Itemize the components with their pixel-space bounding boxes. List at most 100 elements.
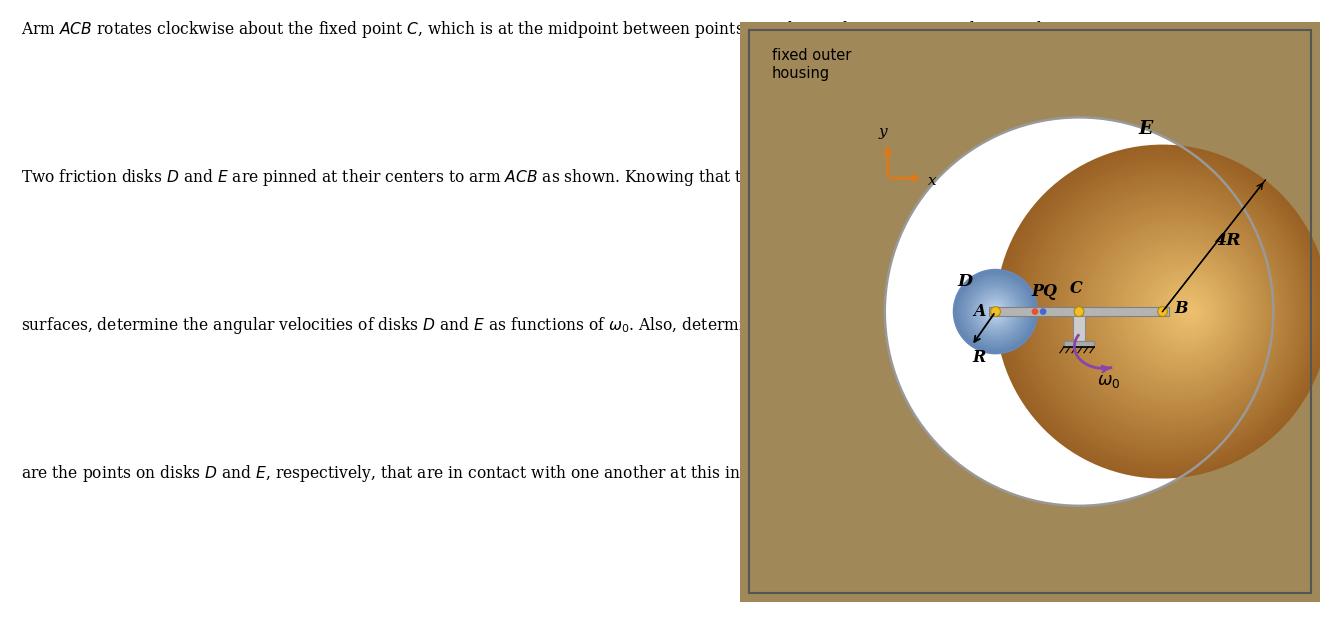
Circle shape: [1025, 170, 1309, 453]
Circle shape: [990, 307, 1001, 317]
Circle shape: [1182, 303, 1200, 320]
Circle shape: [992, 308, 998, 315]
Circle shape: [992, 307, 1000, 316]
Circle shape: [1040, 308, 1046, 315]
Circle shape: [989, 305, 1002, 318]
Circle shape: [1168, 291, 1210, 333]
Circle shape: [1185, 305, 1198, 318]
Circle shape: [1130, 259, 1236, 364]
Circle shape: [1156, 280, 1218, 343]
Circle shape: [1170, 293, 1208, 330]
Circle shape: [996, 144, 1329, 479]
Circle shape: [1057, 197, 1286, 426]
Circle shape: [982, 298, 1009, 325]
Circle shape: [1106, 239, 1253, 384]
Circle shape: [1028, 172, 1308, 452]
Circle shape: [1084, 220, 1268, 404]
Circle shape: [990, 307, 1001, 317]
Text: P: P: [1032, 283, 1044, 300]
Circle shape: [1040, 182, 1298, 441]
Circle shape: [968, 284, 1022, 339]
Circle shape: [1101, 234, 1256, 389]
Circle shape: [1001, 149, 1326, 474]
Circle shape: [976, 292, 1016, 331]
Circle shape: [966, 283, 1025, 341]
Circle shape: [1013, 159, 1317, 464]
Bar: [989, 307, 1169, 317]
Circle shape: [1066, 205, 1280, 418]
Circle shape: [1072, 209, 1277, 414]
Circle shape: [1114, 245, 1248, 378]
Text: Q: Q: [1042, 283, 1056, 300]
Circle shape: [969, 286, 1021, 337]
Circle shape: [981, 297, 1010, 326]
Circle shape: [1045, 186, 1296, 437]
Circle shape: [1190, 310, 1194, 313]
Circle shape: [1002, 151, 1325, 473]
Circle shape: [1005, 153, 1322, 470]
Circle shape: [1020, 165, 1313, 458]
Circle shape: [984, 300, 1006, 323]
Circle shape: [994, 310, 997, 313]
Circle shape: [993, 310, 997, 313]
Text: 4R: 4R: [1214, 233, 1241, 249]
Text: surfaces, determine the angular velocities of disks $D$ and $E$ as functions of : surfaces, determine the angular velociti…: [20, 315, 1100, 336]
Circle shape: [985, 301, 1006, 322]
Circle shape: [982, 299, 1008, 324]
Text: $\omega_0$: $\omega_0$: [1097, 373, 1121, 390]
Circle shape: [1017, 164, 1314, 460]
Circle shape: [1146, 272, 1225, 351]
Circle shape: [1049, 191, 1292, 433]
Circle shape: [958, 275, 1032, 348]
Text: C: C: [1070, 280, 1082, 297]
Circle shape: [977, 293, 1014, 330]
Circle shape: [988, 304, 1002, 319]
Circle shape: [961, 277, 1030, 346]
Circle shape: [1165, 289, 1212, 334]
Circle shape: [972, 288, 1020, 336]
Text: R: R: [972, 349, 985, 366]
Circle shape: [1008, 155, 1321, 468]
Circle shape: [1010, 157, 1320, 466]
Circle shape: [1109, 241, 1250, 383]
Circle shape: [960, 276, 1030, 347]
Circle shape: [1074, 212, 1274, 412]
Circle shape: [974, 291, 1016, 333]
Circle shape: [1157, 307, 1168, 317]
Circle shape: [988, 303, 1004, 320]
Text: are the points on disks $D$ and $E$, respectively, that are in contact with one : are the points on disks $D$ and $E$, res…: [20, 463, 784, 484]
Circle shape: [1032, 308, 1038, 315]
Circle shape: [1094, 228, 1261, 395]
Circle shape: [1016, 161, 1316, 462]
Circle shape: [964, 280, 1026, 343]
Circle shape: [1042, 184, 1297, 439]
Circle shape: [1077, 213, 1273, 410]
Circle shape: [1158, 283, 1217, 341]
Text: B: B: [1174, 300, 1188, 317]
Circle shape: [962, 278, 1029, 345]
Circle shape: [1069, 207, 1278, 416]
Circle shape: [1104, 236, 1254, 387]
Circle shape: [1176, 297, 1205, 326]
Circle shape: [1148, 274, 1224, 349]
Circle shape: [954, 271, 1036, 352]
Circle shape: [1033, 176, 1304, 447]
Circle shape: [1037, 180, 1301, 443]
Circle shape: [956, 272, 1036, 351]
Text: Arm $ACB$ rotates clockwise about the fixed point $C$, which is at the midpoint : Arm $ACB$ rotates clockwise about the fi…: [20, 19, 1072, 39]
Circle shape: [1129, 257, 1237, 366]
Circle shape: [1121, 251, 1242, 372]
Circle shape: [1188, 307, 1196, 316]
Circle shape: [1092, 226, 1262, 397]
Text: D: D: [958, 273, 973, 290]
Circle shape: [964, 280, 1028, 344]
Circle shape: [973, 289, 1018, 334]
Circle shape: [957, 273, 1034, 350]
Bar: [1073, 317, 1085, 341]
Circle shape: [1089, 224, 1265, 399]
Circle shape: [1060, 199, 1285, 424]
Circle shape: [1080, 215, 1272, 408]
Circle shape: [1074, 307, 1084, 317]
Circle shape: [1030, 174, 1305, 449]
Circle shape: [980, 296, 1012, 327]
